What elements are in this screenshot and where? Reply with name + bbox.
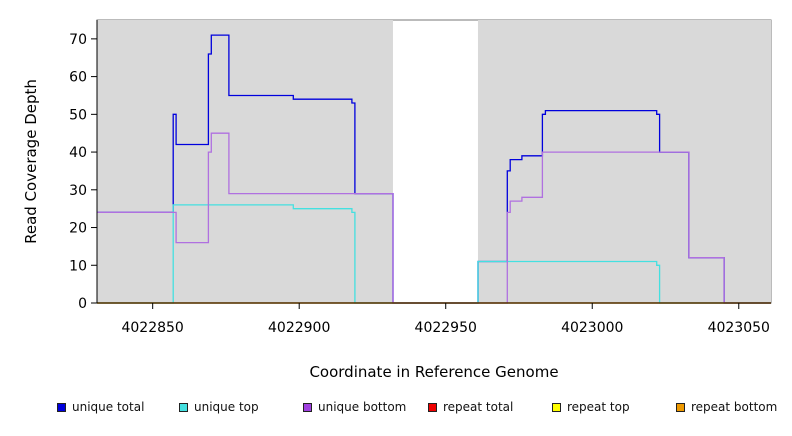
y-axis-label: Read Coverage Depth bbox=[22, 79, 40, 244]
legend-label-unique-top: unique top bbox=[194, 400, 259, 414]
shaded-region-1 bbox=[477, 20, 771, 303]
legend-label-repeat-top: repeat top bbox=[567, 400, 630, 414]
legend-item-repeat-total: repeat total bbox=[428, 400, 513, 414]
x-tick-label: 4022850 bbox=[121, 320, 183, 336]
y-tick-label: 60 bbox=[69, 70, 87, 86]
y-tick-label: 70 bbox=[69, 32, 87, 48]
x-axis-label: Coordinate in Reference Genome bbox=[309, 363, 558, 381]
legend-swatch-unique-total bbox=[57, 402, 66, 412]
legend-swatch-unique-bottom bbox=[303, 402, 312, 412]
y-tick-label: 50 bbox=[69, 107, 87, 123]
x-tick-label: 4023000 bbox=[561, 320, 623, 336]
legend-label-repeat-total: repeat total bbox=[443, 400, 514, 414]
series-line-unique-top bbox=[97, 204, 771, 304]
y-tick-label: 10 bbox=[69, 258, 87, 274]
shaded-region-0 bbox=[97, 20, 393, 303]
legend-swatch-unique-top bbox=[179, 402, 188, 412]
legend-item-repeat-top: repeat top bbox=[552, 400, 630, 414]
legend-label-unique-total: unique total bbox=[72, 400, 145, 414]
legend-item-repeat-bottom: repeat bottom bbox=[676, 400, 777, 414]
legend-label-unique-bottom: unique bottom bbox=[318, 400, 407, 414]
legend-swatch-repeat-total bbox=[428, 402, 437, 412]
legend-swatch-repeat-top bbox=[552, 402, 561, 412]
legend: unique total unique top unique bottom re… bbox=[0, 400, 792, 420]
legend-label-repeat-bottom: repeat bottom bbox=[691, 400, 778, 414]
y-tick-label: 20 bbox=[69, 221, 87, 237]
y-tick-label: 30 bbox=[69, 183, 87, 199]
legend-item-unique-total: unique total bbox=[57, 400, 144, 414]
x-tick-label: 4022900 bbox=[268, 320, 330, 336]
x-tick-label: 4023050 bbox=[708, 320, 770, 336]
y-tick-label: 0 bbox=[78, 296, 87, 312]
legend-item-unique-bottom: unique bottom bbox=[303, 400, 406, 414]
y-tick-label: 40 bbox=[69, 145, 87, 161]
legend-swatch-repeat-bottom bbox=[676, 402, 685, 412]
x-tick-label: 4022950 bbox=[415, 320, 477, 336]
legend-item-unique-top: unique top bbox=[179, 400, 259, 414]
series-line-unique-bottom bbox=[97, 132, 771, 304]
